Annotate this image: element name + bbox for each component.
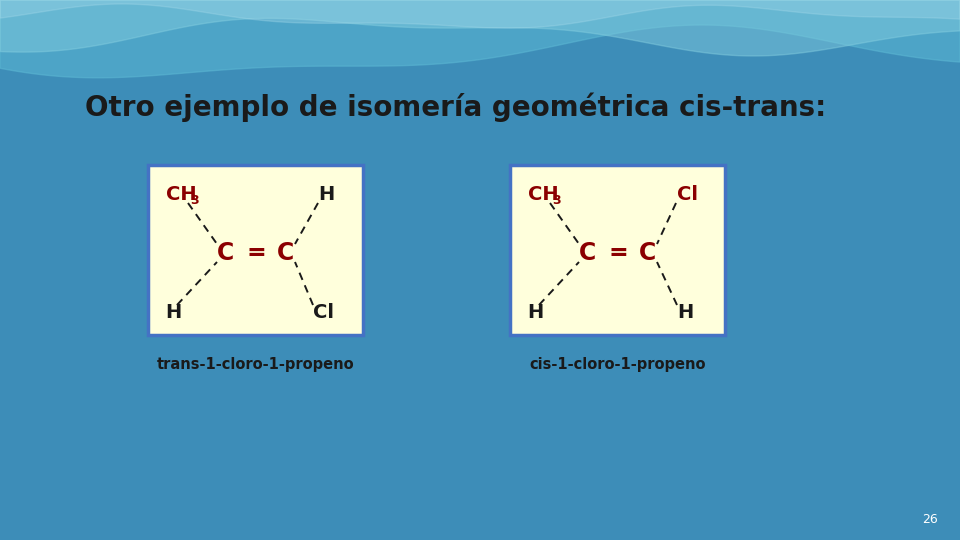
Text: C: C xyxy=(217,241,234,265)
Text: CH: CH xyxy=(528,186,559,205)
Text: H: H xyxy=(318,186,334,205)
Text: Otro ejemplo de isomería geométrica cis-trans:: Otro ejemplo de isomería geométrica cis-… xyxy=(85,93,827,123)
Text: 3: 3 xyxy=(190,194,199,207)
Text: =: = xyxy=(608,241,628,265)
Text: 3: 3 xyxy=(552,194,561,207)
Text: 26: 26 xyxy=(923,513,938,526)
Text: cis-1-cloro-1-propeno: cis-1-cloro-1-propeno xyxy=(529,357,706,372)
Text: CH: CH xyxy=(166,186,197,205)
Text: H: H xyxy=(677,303,693,322)
Text: Cl: Cl xyxy=(313,303,333,322)
Text: H: H xyxy=(165,303,181,322)
Text: C: C xyxy=(580,241,596,265)
Text: C: C xyxy=(639,241,657,265)
Text: H: H xyxy=(527,303,543,322)
FancyBboxPatch shape xyxy=(510,165,725,335)
Text: Cl: Cl xyxy=(678,186,699,205)
Text: trans-1-cloro-1-propeno: trans-1-cloro-1-propeno xyxy=(156,357,354,372)
Text: C: C xyxy=(277,241,295,265)
FancyBboxPatch shape xyxy=(148,165,363,335)
Text: =: = xyxy=(246,241,266,265)
